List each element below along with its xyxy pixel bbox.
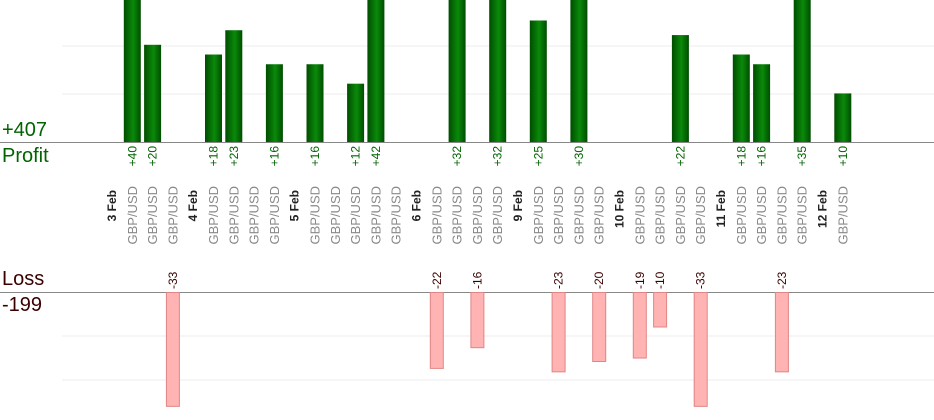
pair-label: GBP/USD bbox=[206, 186, 221, 245]
profit-bar bbox=[834, 93, 852, 142]
pair-label: GBP/USD bbox=[551, 186, 566, 245]
profit-bar bbox=[732, 54, 750, 142]
pair-label: GBP/USD bbox=[754, 186, 769, 245]
profit-value-label: +23 bbox=[227, 146, 241, 167]
loss-bar bbox=[653, 292, 668, 328]
profit-value-label: +16 bbox=[755, 146, 769, 167]
date-label: 3 Feb bbox=[105, 190, 119, 221]
profit-bar bbox=[123, 0, 141, 142]
loss-value-label: -23 bbox=[775, 271, 789, 289]
loss-label: Loss bbox=[2, 268, 45, 290]
pair-label: GBP/USD bbox=[267, 186, 282, 245]
profit-value-label: +16 bbox=[267, 146, 281, 167]
bars-layer bbox=[123, 0, 852, 407]
pair-label: GBP/USD bbox=[389, 186, 404, 245]
profit-label: Profit bbox=[2, 145, 49, 167]
pair-label: GBP/USD bbox=[531, 186, 546, 245]
profit-bar bbox=[265, 64, 283, 142]
profit-value-label: +42 bbox=[369, 146, 383, 167]
pair-label: GBP/USD bbox=[632, 186, 647, 245]
loss-bar bbox=[551, 292, 566, 373]
profit-value-label: +10 bbox=[836, 146, 850, 167]
pair-label: GBP/USD bbox=[165, 186, 180, 245]
pair-label: GBP/USD bbox=[734, 186, 749, 245]
loss-bar bbox=[774, 292, 789, 373]
profit-value-label: +20 bbox=[146, 146, 160, 167]
profit-value-label: +32 bbox=[450, 146, 464, 167]
profit-bar bbox=[205, 54, 222, 142]
pair-label: GBP/USD bbox=[693, 186, 708, 245]
profit-bar bbox=[225, 30, 243, 142]
loss-value-label: -19 bbox=[633, 271, 647, 289]
date-label: 11 Feb bbox=[714, 190, 728, 227]
pair-label: GBP/USD bbox=[125, 186, 140, 245]
date-label: 6 Feb bbox=[410, 190, 424, 221]
pair-label: GBP/USD bbox=[470, 186, 485, 245]
loss-total: -199 bbox=[2, 294, 43, 316]
profit-value-label: +32 bbox=[491, 146, 505, 167]
profit-value-label: +18 bbox=[207, 146, 221, 167]
date-label: 4 Feb bbox=[186, 190, 200, 221]
loss-bar bbox=[693, 292, 708, 407]
profit-bar bbox=[793, 0, 811, 142]
loss-bar bbox=[429, 292, 444, 369]
profit-total: +407 bbox=[2, 119, 48, 141]
profit-value-label: +25 bbox=[531, 146, 545, 167]
profit-bar bbox=[448, 0, 466, 142]
loss-bar bbox=[470, 292, 485, 349]
profit-bar bbox=[367, 0, 385, 142]
labels-layer: 3 Feb GBP/USD +40 GBP/USD +20 GBP/USD -33 4 Feb… bbox=[105, 146, 850, 289]
profit-value-label: +30 bbox=[572, 146, 586, 167]
date-label: 10 Feb bbox=[613, 190, 627, 228]
loss-value-label: -16 bbox=[470, 271, 484, 289]
loss-value-label: -10 bbox=[653, 271, 667, 289]
loss-value-label: -23 bbox=[552, 271, 566, 289]
date-label: 12 Feb bbox=[816, 190, 830, 228]
pair-label: GBP/USD bbox=[348, 186, 363, 245]
profit-value-label: +12 bbox=[349, 146, 363, 167]
profit-bar bbox=[671, 35, 689, 142]
profit-bar bbox=[347, 83, 365, 142]
pair-label: GBP/USD bbox=[429, 186, 444, 245]
pair-label: GBP/USD bbox=[835, 186, 850, 245]
pair-label: GBP/USD bbox=[368, 186, 383, 245]
pair-label: GBP/USD bbox=[774, 186, 789, 245]
loss-bar bbox=[632, 292, 647, 359]
loss-value-label: -33 bbox=[694, 271, 708, 289]
profit-value-label: +35 bbox=[795, 146, 809, 167]
profit-value-label: +18 bbox=[734, 146, 748, 167]
pair-label: GBP/USD bbox=[450, 186, 465, 245]
pair-label: GBP/USD bbox=[308, 186, 323, 245]
loss-value-label: -22 bbox=[430, 271, 444, 289]
pair-label: GBP/USD bbox=[673, 186, 688, 245]
pair-label: GBP/USD bbox=[490, 186, 505, 245]
pair-label: GBP/USD bbox=[653, 186, 668, 245]
loss-value-label: -33 bbox=[166, 271, 180, 289]
profit-bar bbox=[529, 20, 547, 142]
profit-value-label: +16 bbox=[308, 146, 322, 167]
pair-label: GBP/USD bbox=[592, 186, 607, 245]
pair-label: GBP/USD bbox=[226, 186, 241, 245]
profit-bar bbox=[306, 64, 324, 142]
pair-label: GBP/USD bbox=[571, 186, 586, 245]
pair-label: GBP/USD bbox=[795, 186, 810, 245]
loss-bar bbox=[592, 292, 607, 362]
date-label: 5 Feb bbox=[288, 190, 302, 221]
pair-label: GBP/USD bbox=[247, 186, 262, 245]
profit-bar bbox=[570, 0, 588, 142]
date-label: 9 Feb bbox=[511, 190, 525, 221]
profit-value-label: +40 bbox=[125, 146, 139, 167]
pair-label: GBP/USD bbox=[145, 186, 160, 245]
profit-value-label: +22 bbox=[673, 146, 687, 167]
loss-bar bbox=[165, 292, 180, 407]
pair-label: GBP/USD bbox=[328, 186, 343, 245]
profit-bar bbox=[489, 0, 507, 142]
loss-value-label: -20 bbox=[592, 271, 606, 289]
profit-bar bbox=[144, 44, 162, 142]
profit-bar bbox=[753, 64, 771, 142]
